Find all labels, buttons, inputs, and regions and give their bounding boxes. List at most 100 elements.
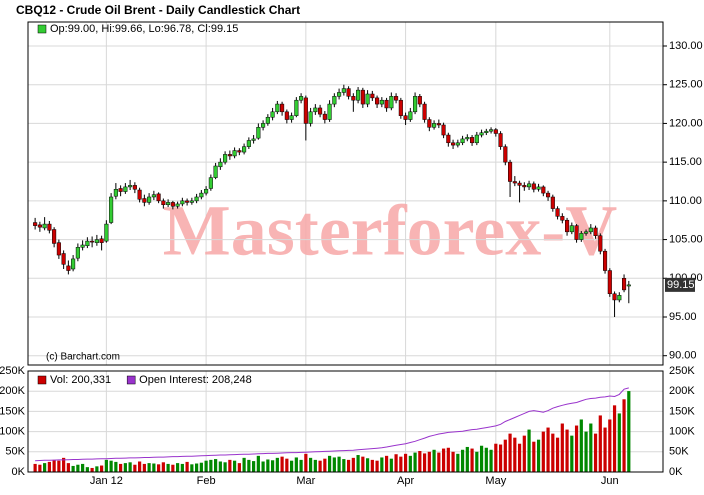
y-tick-label: 50K [5,446,25,458]
candle-body [512,181,517,184]
candle-body [417,96,422,105]
candle-body [337,92,342,97]
candle-body [550,196,555,209]
volume-bar [185,461,189,472]
volume-bar [195,463,199,472]
candle-body [508,161,513,182]
volume-bar [233,460,237,472]
candle-body [318,107,323,115]
volume-bar [380,457,384,472]
candle-body [588,227,593,233]
volume-bar [513,437,517,472]
candle-body [603,250,608,271]
candle-body [398,99,403,116]
candle-body [261,123,266,128]
candle-body [189,200,194,203]
volume-bar [285,458,289,472]
volume-bar [351,457,355,472]
candle-body [85,240,90,247]
volume-bar [152,463,156,472]
candle-body [579,233,584,240]
candle-body [180,200,185,205]
candle-body [213,165,218,178]
candle-body [194,196,199,202]
candle-body [565,219,570,233]
candle-body [598,235,603,252]
volume-bar [494,443,498,472]
volume-bar [104,459,108,472]
volume-bar [52,459,56,472]
volume-bar [190,464,194,472]
candle-body [474,134,479,144]
candle-body [142,198,147,203]
candle-body [356,89,361,101]
candle-body [33,222,38,226]
volume-bar [536,439,541,472]
candle-body [308,111,313,124]
volume-bar [199,462,203,472]
y-tick-label: 100K [669,426,695,438]
volume-bar [76,464,80,472]
volume-bar [593,433,598,472]
candle-body [375,97,380,105]
candle-body [536,186,541,190]
candle-body [208,177,213,189]
candle-body [284,111,289,120]
candle-body [498,133,503,147]
volume-bar [157,464,161,472]
volume-bar [555,437,560,472]
volume-bar [228,459,232,472]
candle-body [151,194,156,198]
legend-text: Open Interest: 208,248 [139,374,252,386]
candle-body [593,227,598,236]
candle-body [313,107,318,113]
volume-bar [546,427,550,472]
volume-bar [617,413,621,472]
volume-bar [527,429,531,472]
volume-bar [460,449,465,472]
candle-body [360,89,365,105]
candle-body [531,183,536,190]
y-tick-label: 250K [669,365,695,377]
volume-bar [180,463,184,472]
volume-bar [204,460,208,472]
candle-body [517,182,522,186]
candle-body [94,239,99,243]
candle-body [294,99,299,116]
volume-bar [389,458,393,472]
frame [27,370,664,473]
candle-body [170,202,175,207]
volume-bar [470,448,474,472]
candle-body [403,115,408,120]
candle-body [275,103,280,113]
candle-body [546,192,551,198]
volume-bar [275,457,279,472]
volume-bar [394,454,398,472]
volume-bar [608,419,612,472]
volume-bar [304,453,308,472]
volume-bar [256,455,260,472]
x-tick-label: Apr [397,475,414,487]
candle-body [484,130,489,133]
x-tick-label: Jun [601,475,619,487]
last-price-box [665,277,695,292]
volume-bar [214,459,218,472]
y-tick-label: 105.00 [669,233,703,245]
watermark: Masterforex-V [163,191,617,271]
candle-body [560,216,565,221]
volume-bar [280,456,284,472]
candle-body [90,240,95,243]
y-tick-label: 100K [0,426,26,438]
volume-bar [266,459,270,472]
volume-bar [47,461,51,472]
volume-bar [498,444,503,472]
volume-bar [171,464,175,472]
volume-bar [313,459,317,472]
volume-bar [114,461,118,472]
x-tick-label: Mar [296,475,315,487]
volume-bar [503,439,507,472]
candle-body [394,96,399,101]
y-tick-label: 200K [669,385,695,397]
x-tick-label: Feb [197,475,216,487]
volume-bar [589,423,593,472]
